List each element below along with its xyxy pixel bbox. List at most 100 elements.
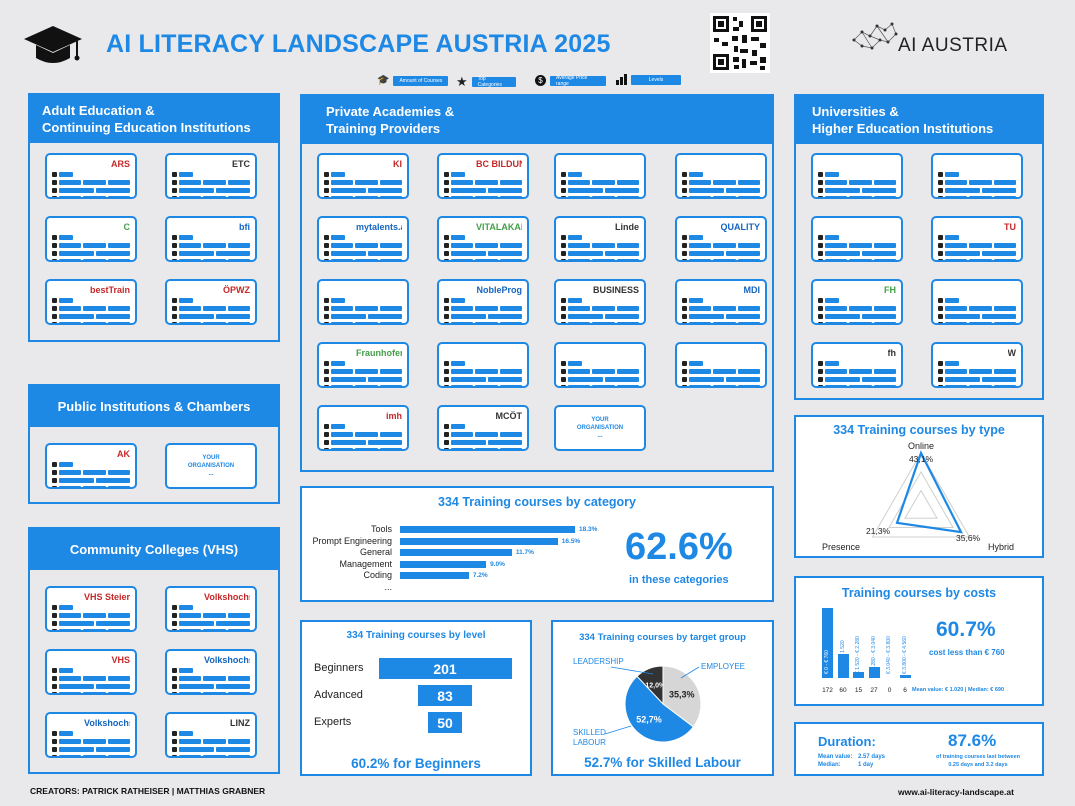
pie-leader-line: [680, 666, 700, 679]
duration-title: Duration:: [818, 734, 876, 749]
pie-leader-line: [604, 725, 632, 735]
provider-card-row: [682, 258, 760, 260]
cost-count-label: 6: [903, 687, 907, 694]
provider-card[interactable]: Volkshochschule: [165, 649, 257, 695]
provider-logo: MDI: [743, 285, 761, 295]
provider-card[interactable]: fh: [811, 342, 903, 388]
course-count-icon: [52, 172, 57, 177]
provider-card-pill: [227, 676, 250, 681]
provider-card[interactable]: [931, 153, 1023, 199]
provider-card[interactable]: [554, 342, 646, 388]
provider-card[interactable]: [931, 279, 1023, 325]
provider-card-row: [52, 469, 130, 476]
provider-card[interactable]: QUALITY: [675, 216, 767, 262]
radar-value-label: 35,6%: [956, 533, 981, 543]
provider-card-row: [52, 754, 130, 756]
provider-card[interactable]: MDI: [675, 279, 767, 325]
provider-card-pill: [179, 621, 214, 626]
provider-card-row: [324, 321, 402, 323]
course-count-icon: [818, 235, 823, 240]
provider-card[interactable]: AK: [45, 443, 137, 489]
provider-card-pill: [873, 385, 896, 386]
provider-card[interactable]: TU: [931, 216, 1023, 262]
provider-card[interactable]: W: [931, 342, 1023, 388]
provider-card[interactable]: ARS: [45, 153, 137, 199]
provider-card-pill: [451, 432, 474, 437]
provider-card-row: [172, 250, 250, 257]
provider-card-row: [324, 360, 402, 367]
provider-card-pill: [331, 196, 354, 197]
provider-card[interactable]: [811, 216, 903, 262]
provider-card[interactable]: Volkshochschule: [45, 712, 137, 758]
provider-card-row: [52, 250, 130, 257]
provider-card-row: [324, 297, 402, 304]
price-dollar-icon: [938, 377, 943, 382]
price-dollar-icon: [172, 314, 177, 319]
provider-card-row: [818, 250, 896, 257]
provider-card-pill: [849, 180, 872, 185]
provider-card[interactable]: mytalents.ai: [317, 216, 409, 262]
provider-logo: LINZ: [230, 718, 250, 728]
provider-card[interactable]: bfi: [165, 216, 257, 262]
provider-card-row: [444, 368, 522, 375]
provider-card-pill: [451, 196, 474, 197]
provider-card[interactable]: bestTrain: [45, 279, 137, 325]
duration-median-label: Median:: [818, 762, 841, 768]
provider-card[interactable]: VITALAKADEMIE: [437, 216, 529, 262]
provider-card[interactable]: imh: [317, 405, 409, 451]
provider-card[interactable]: LINZ: [165, 712, 257, 758]
course-count-icon: [444, 235, 449, 240]
provider-card-pill: [331, 369, 354, 374]
provider-card-row: [818, 234, 896, 241]
provider-card[interactable]: [317, 279, 409, 325]
provider-card[interactable]: NobleProg: [437, 279, 529, 325]
provider-card[interactable]: Linde: [554, 216, 646, 262]
provider-card-pill: [95, 251, 130, 256]
price-dollar-icon: [444, 314, 449, 319]
provider-card[interactable]: VHS Steiermark: [45, 586, 137, 632]
provider-card-row: [561, 313, 639, 320]
provider-card-pill: [331, 251, 366, 256]
provider-card[interactable]: Fraunhofer: [317, 342, 409, 388]
provider-card-row: [561, 258, 639, 260]
provider-card[interactable]: [554, 153, 646, 199]
provider-card-row: [172, 675, 250, 682]
provider-card-pill: [689, 298, 703, 303]
provider-card[interactable]: BUSINESS SOFTWARE: [554, 279, 646, 325]
your-organisation-card[interactable]: YOUR ORGANISATION...: [165, 443, 257, 489]
provider-card[interactable]: MCÖT: [437, 405, 529, 451]
provider-card[interactable]: Volkshochschule: [165, 586, 257, 632]
provider-card[interactable]: [675, 342, 767, 388]
provider-card-pill: [568, 180, 591, 185]
provider-logo: imh: [385, 411, 402, 421]
level-bars-icon: [444, 196, 449, 197]
price-dollar-icon: [561, 251, 566, 256]
price-dollar-icon: [682, 377, 687, 382]
provider-card-pill: [83, 259, 106, 260]
your-organisation-card[interactable]: YOUR ORGANISATION...: [554, 405, 646, 451]
radar-grid: [904, 489, 938, 519]
provider-card-row: [52, 691, 130, 693]
provider-card-row: [561, 297, 639, 304]
provider-card[interactable]: ÖPWZ: [165, 279, 257, 325]
provider-card[interactable]: [437, 342, 529, 388]
provider-card[interactable]: ETC: [165, 153, 257, 199]
provider-logo: bfi: [239, 222, 250, 232]
provider-card-pill: [227, 739, 250, 744]
provider-card-pill: [737, 243, 760, 248]
provider-card[interactable]: FH: [811, 279, 903, 325]
provider-card[interactable]: KI: [317, 153, 409, 199]
provider-card-pill: [203, 322, 226, 323]
footer-url[interactable]: www.ai-literacy-landscape.at: [898, 787, 1014, 797]
provider-card[interactable]: [811, 153, 903, 199]
provider-card[interactable]: [675, 153, 767, 199]
qr-code-icon[interactable]: [710, 13, 770, 73]
provider-card[interactable]: BC BILDUNGS CONSULTING: [437, 153, 529, 199]
dollar-icon: $: [535, 75, 546, 86]
provider-card-pill: [107, 322, 130, 323]
provider-card-pill: [95, 684, 130, 689]
provider-card-pill: [451, 322, 474, 323]
provider-card[interactable]: VHS: [45, 649, 137, 695]
category-star-icon: [172, 180, 177, 185]
provider-card[interactable]: C: [45, 216, 137, 262]
